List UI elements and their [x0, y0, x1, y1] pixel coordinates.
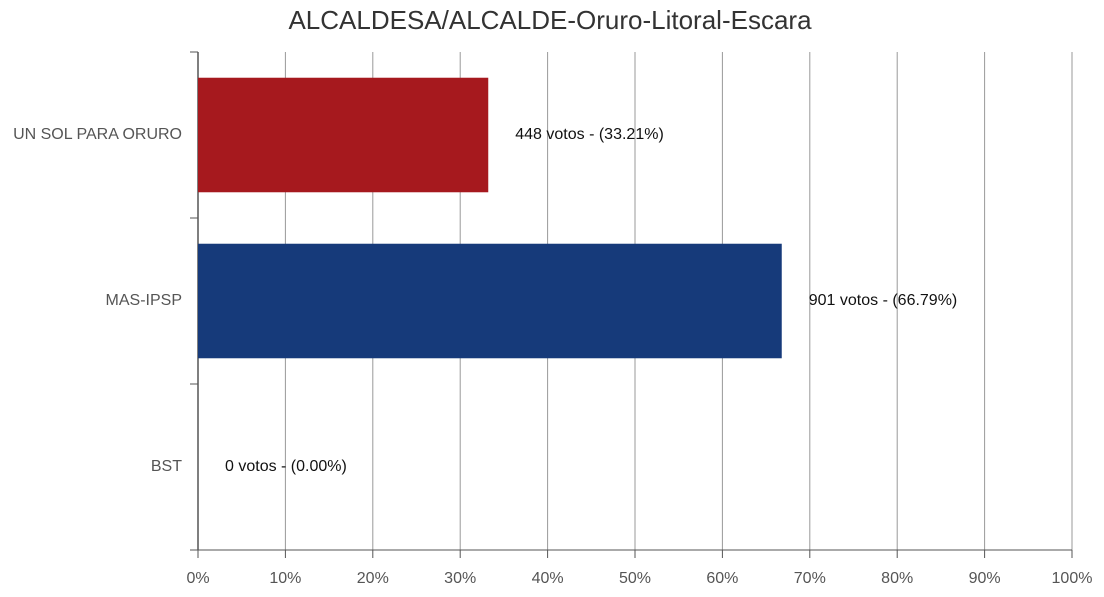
x-tick-label: 50% [619, 570, 651, 587]
value-label: 901 votos - (66.79%) [809, 292, 958, 309]
x-tick-label: 0% [186, 570, 209, 587]
x-tick-label: 90% [969, 570, 1001, 587]
y-tick-label: MAS-IPSP [106, 292, 182, 309]
x-tick-label: 30% [444, 570, 476, 587]
x-tick-label: 80% [881, 570, 913, 587]
y-tick-label: BST [151, 458, 182, 475]
x-tick-label: 70% [794, 570, 826, 587]
x-tick-label: 10% [269, 570, 301, 587]
x-tick-label: 100% [1052, 570, 1093, 587]
bar [198, 77, 489, 193]
x-tick-label: 20% [357, 570, 389, 587]
value-label: 448 votos - (33.21%) [515, 126, 664, 143]
x-tick-label: 40% [532, 570, 564, 587]
y-tick-label: UN SOL PARA ORURO [13, 126, 182, 143]
chart-title: ALCALDESA/ALCALDE-Oruro-Litoral-Escara [288, 5, 812, 35]
value-label: 0 votos - (0.00%) [225, 458, 347, 475]
x-tick-label: 60% [706, 570, 738, 587]
bar [198, 243, 782, 359]
